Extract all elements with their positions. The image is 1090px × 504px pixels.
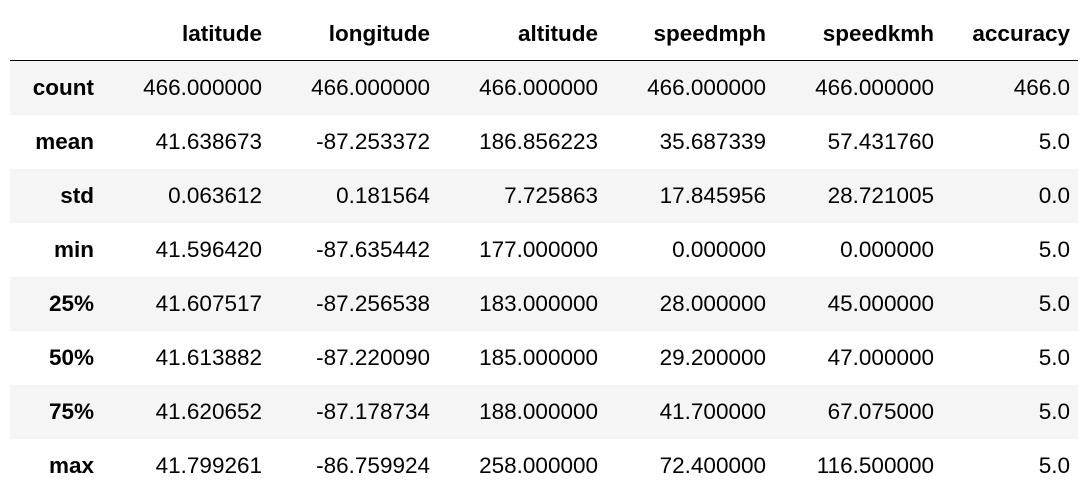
table-row: 50% 41.613882 -87.220090 185.000000 29.2… bbox=[10, 331, 1078, 385]
table-cell: 466.000000 bbox=[143, 75, 262, 100]
column-header-speedmph: speedmph bbox=[606, 8, 774, 61]
table-cell: -87.220090 bbox=[316, 345, 430, 370]
table-cell: -87.253372 bbox=[316, 129, 430, 154]
table-cell: 28.721005 bbox=[827, 183, 934, 208]
table-cell: 188.000000 bbox=[479, 399, 598, 424]
table-cell: 0.063612 bbox=[168, 183, 262, 208]
table-cell: 41.799261 bbox=[155, 453, 262, 478]
table-cell: -87.178734 bbox=[316, 399, 430, 424]
column-header-latitude: latitude bbox=[102, 8, 270, 61]
table-cell: 5.0 bbox=[1038, 345, 1070, 370]
table-cell: 0.000000 bbox=[672, 237, 766, 262]
table-cell: 0.0 bbox=[1038, 183, 1070, 208]
row-label: 50% bbox=[48, 345, 94, 370]
table-cell: 177.000000 bbox=[479, 237, 598, 262]
table-cell: 5.0 bbox=[1038, 129, 1070, 154]
index-header-cell bbox=[10, 8, 102, 61]
table-cell: 5.0 bbox=[1038, 291, 1070, 316]
table-cell: 183.000000 bbox=[479, 291, 598, 316]
table-body: count 466.000000 466.000000 466.000000 4… bbox=[10, 60, 1078, 493]
table-header: latitude longitude altitude speedmph spe… bbox=[10, 8, 1078, 61]
column-header-longitude: longitude bbox=[270, 8, 438, 61]
table-cell: -87.635442 bbox=[316, 237, 430, 262]
table-row: 25% 41.607517 -87.256538 183.000000 28.0… bbox=[10, 277, 1078, 331]
table-cell: 35.687339 bbox=[659, 129, 766, 154]
table-cell: 466.000000 bbox=[815, 75, 934, 100]
table-cell: 41.620652 bbox=[155, 399, 262, 424]
table-cell: 5.0 bbox=[1038, 453, 1070, 478]
row-label: mean bbox=[35, 129, 94, 154]
table-cell: 5.0 bbox=[1038, 237, 1070, 262]
row-label: count bbox=[32, 75, 94, 100]
row-label: 75% bbox=[48, 399, 94, 424]
row-label: max bbox=[48, 453, 94, 478]
table-cell: 41.700000 bbox=[659, 399, 766, 424]
table-cell: 0.000000 bbox=[840, 237, 934, 262]
column-header-altitude: altitude bbox=[438, 8, 606, 61]
table-row: max 41.799261 -86.759924 258.000000 72.4… bbox=[10, 439, 1078, 493]
table-cell: 47.000000 bbox=[827, 345, 934, 370]
table-cell: 7.725863 bbox=[504, 183, 598, 208]
row-label: std bbox=[60, 183, 94, 208]
table-row: std 0.063612 0.181564 7.725863 17.845956… bbox=[10, 169, 1078, 223]
table-cell: 17.845956 bbox=[659, 183, 766, 208]
table-cell: 41.596420 bbox=[155, 237, 262, 262]
header-row: latitude longitude altitude speedmph spe… bbox=[10, 8, 1078, 61]
table-cell: 466.000000 bbox=[479, 75, 598, 100]
table-row: mean 41.638673 -87.253372 186.856223 35.… bbox=[10, 115, 1078, 169]
table-row: 75% 41.620652 -87.178734 188.000000 41.7… bbox=[10, 385, 1078, 439]
table-cell: 41.613882 bbox=[155, 345, 262, 370]
table-row: count 466.000000 466.000000 466.000000 4… bbox=[10, 60, 1078, 115]
describe-table: latitude longitude altitude speedmph spe… bbox=[10, 8, 1078, 493]
table-cell: 186.856223 bbox=[479, 129, 598, 154]
table-cell: 67.075000 bbox=[827, 399, 934, 424]
row-label: min bbox=[53, 237, 94, 262]
row-label: 25% bbox=[48, 291, 94, 316]
table-cell: 0.181564 bbox=[336, 183, 430, 208]
table-cell: 466.000000 bbox=[647, 75, 766, 100]
table-cell: 5.0 bbox=[1038, 399, 1070, 424]
table-cell: 258.000000 bbox=[479, 453, 598, 478]
table-cell: -87.256538 bbox=[316, 291, 430, 316]
table-cell: 28.000000 bbox=[659, 291, 766, 316]
table-cell: 116.500000 bbox=[816, 453, 934, 478]
table-cell: 185.000000 bbox=[479, 345, 598, 370]
table-cell: 41.607517 bbox=[155, 291, 262, 316]
table-cell: 41.638673 bbox=[155, 129, 262, 154]
table-cell: 45.000000 bbox=[827, 291, 934, 316]
column-header-accuracy: accuracy bbox=[942, 8, 1078, 61]
table-cell: -86.759924 bbox=[316, 453, 430, 478]
table-cell: 29.200000 bbox=[659, 345, 766, 370]
table-cell: 72.400000 bbox=[659, 453, 766, 478]
column-header-speedkmh: speedkmh bbox=[774, 8, 942, 61]
table-cell: 57.431760 bbox=[827, 129, 934, 154]
table-cell: 466.0 bbox=[1013, 75, 1070, 100]
table-cell: 466.000000 bbox=[311, 75, 430, 100]
table-row: min 41.596420 -87.635442 177.000000 0.00… bbox=[10, 223, 1078, 277]
